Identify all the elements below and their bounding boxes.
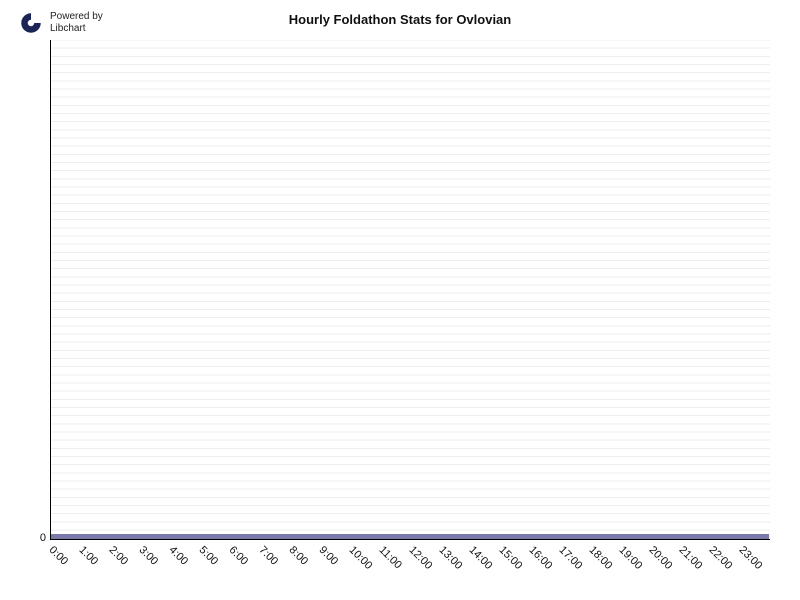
chart-plot <box>50 40 770 540</box>
grid-lines <box>50 40 770 530</box>
x-tick-label: 7:00 <box>256 544 280 568</box>
x-tick-label: 14:00 <box>466 544 494 572</box>
x-tick-label: 2:00 <box>106 544 130 568</box>
x-tick-label: 21:00 <box>676 544 704 572</box>
x-tick-label: 13:00 <box>436 544 464 572</box>
x-tick-label: 12:00 <box>406 544 434 572</box>
x-tick-label: 5:00 <box>196 544 220 568</box>
baseline-bar <box>51 534 769 539</box>
x-tick-label: 19:00 <box>616 544 644 572</box>
x-tick-label: 20:00 <box>646 544 674 572</box>
x-tick-label: 15:00 <box>496 544 524 572</box>
x-tick-label: 9:00 <box>316 544 340 568</box>
x-tick-label: 4:00 <box>166 544 190 568</box>
chart-container: Powered by Libchart Hourly Foldathon Sta… <box>0 0 800 600</box>
x-tick-label: 8:00 <box>286 544 310 568</box>
x-tick-label: 17:00 <box>556 544 584 572</box>
x-tick-label: 6:00 <box>226 544 250 568</box>
x-tick-label: 1:00 <box>76 544 100 568</box>
x-tick-label: 11:00 <box>376 544 403 571</box>
x-tick-label: 22:00 <box>706 544 734 572</box>
y-tick-label: 0 <box>32 532 46 544</box>
chart-title: Hourly Foldathon Stats for Ovlovian <box>0 12 800 27</box>
x-tick-label: 10:00 <box>346 544 374 572</box>
x-tick-label: 16:00 <box>526 544 554 572</box>
x-tick-label: 3:00 <box>136 544 160 568</box>
x-tick-label: 23:00 <box>736 544 764 572</box>
x-tick-label: 0:00 <box>46 544 70 568</box>
x-tick-label: 18:00 <box>586 544 614 572</box>
